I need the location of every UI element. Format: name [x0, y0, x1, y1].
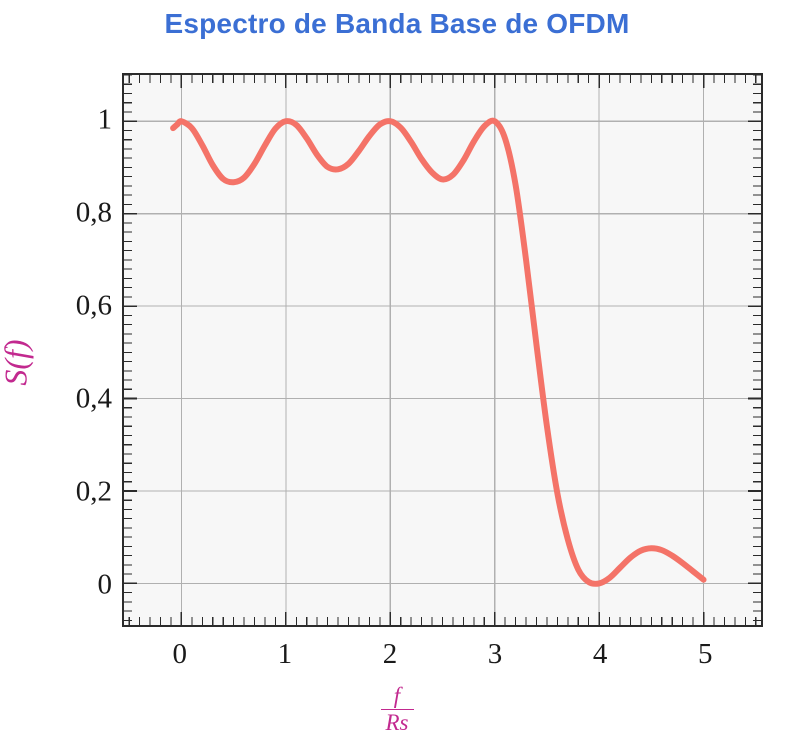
- y-tick-label: 0,8: [75, 196, 112, 229]
- plot-area: [122, 73, 763, 627]
- y-tick-label: 1: [97, 103, 113, 136]
- x-tick-label: 2: [382, 638, 398, 670]
- y-tick-label: 0,6: [75, 289, 112, 322]
- y-axis-label-text: S(f): [0, 339, 34, 386]
- x-tick-label: 5: [697, 638, 713, 670]
- x-axis-label-fraction: f Rs: [380, 683, 414, 735]
- gridlines: [124, 75, 761, 625]
- x-tick-label: 0: [172, 638, 188, 670]
- chart-title: Espectro de Banda Base de OFDM: [164, 8, 630, 39]
- x-tick-label: 4: [592, 638, 608, 670]
- series-line-0: [170, 117, 707, 587]
- y-tick-label: 0,4: [75, 382, 112, 415]
- x-axis-tick-labels: 0 1 2 3 4 5: [0, 640, 794, 684]
- spectrum-curve: [170, 117, 707, 587]
- x-axis-label-numerator: f: [393, 683, 401, 708]
- y-axis-label: S(f): [0, 323, 35, 403]
- tick-marks: [124, 75, 761, 625]
- x-tick-label: 3: [487, 638, 503, 670]
- y-tick-label: 0,2: [75, 475, 112, 508]
- x-axis-label-denominator: Rs: [380, 709, 414, 735]
- y-axis-label-wrapper: S(f): [0, 318, 56, 398]
- y-tick-label: 0: [97, 568, 113, 601]
- y-axis-tick-labels: 0 0,2 0,4 0,6 0,8 1: [8, 0, 112, 746]
- x-tick-label: 1: [277, 638, 293, 670]
- x-axis-label: f Rs: [0, 683, 794, 735]
